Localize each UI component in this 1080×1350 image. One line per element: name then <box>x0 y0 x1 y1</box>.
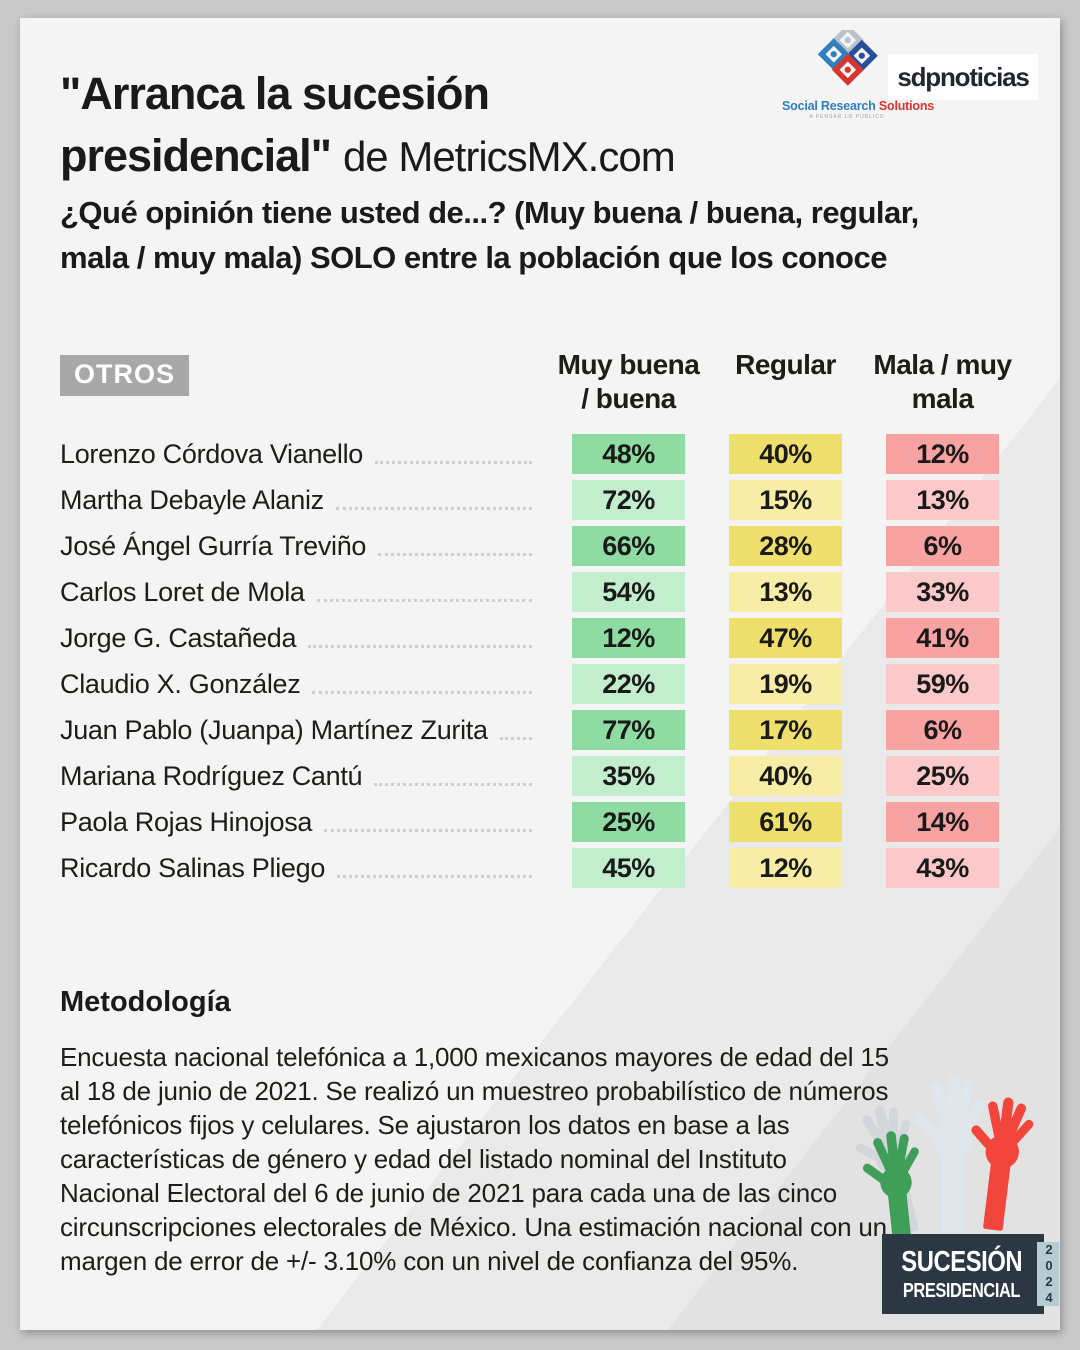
sucesion-presidencial-badge: SUCESIÓN PRESIDENCIAL 2024 <box>882 1234 1060 1314</box>
table-row: José Ángel Gurría Treviño 66% 28% 6% <box>20 523 1021 569</box>
table-row: Lorenzo Córdova Vianello 48% 40% 12% <box>20 431 1021 477</box>
cell-regular: 40% <box>729 434 842 474</box>
badge-line1: SUCESIÓN <box>901 1245 1023 1278</box>
cell-regular: 13% <box>729 572 842 612</box>
badge-line2: PRESIDENCIAL <box>903 1279 1021 1302</box>
dotted-leader <box>316 599 532 602</box>
srs-logo: Social Research Solutions A PENSAR LO PÚ… <box>782 24 934 120</box>
cell-regular: 47% <box>729 618 842 658</box>
cell-muy-buena: 54% <box>572 572 685 612</box>
cell-regular: 15% <box>729 480 842 520</box>
cell-muy-buena: 35% <box>572 756 685 796</box>
person-name: Ricardo Salinas Pliego <box>60 852 326 883</box>
cell-mala: 59% <box>886 664 999 704</box>
person-name: Juan Pablo (Juanpa) Martínez Zurita <box>60 714 488 745</box>
srs-logo-name: Social Research Solutions <box>782 99 934 113</box>
cell-mala: 14% <box>886 802 999 842</box>
table-row: Carlos Loret de Mola 54% 13% 33% <box>20 569 1021 615</box>
opinion-table: Lorenzo Córdova Vianello 48% 40% 12% Mar… <box>20 431 1021 891</box>
table-row: Claudio X. González 22% 19% 59% <box>20 661 1021 707</box>
cell-mala: 33% <box>886 572 999 612</box>
title-quote-line2: presidencial" <box>60 130 332 182</box>
dotted-leader <box>378 553 532 556</box>
cell-muy-buena: 72% <box>572 480 685 520</box>
cell-regular: 40% <box>729 756 842 796</box>
cell-mala: 43% <box>886 848 999 888</box>
dotted-leader <box>335 507 532 510</box>
cell-muy-buena: 12% <box>572 618 685 658</box>
column-header-muy-buena: Muy buena / buena <box>557 349 700 414</box>
srs-name-blue: Social Research <box>782 99 876 113</box>
survey-question: ¿Qué opinión tiene usted de...? (Muy bue… <box>60 195 919 275</box>
cell-mala: 13% <box>886 480 999 520</box>
column-header-mala: Mala / muy mala <box>873 349 1012 414</box>
srs-name-red: Solutions <box>878 99 935 113</box>
cell-regular: 17% <box>729 710 842 750</box>
title-source: de MetricsMX.com <box>342 133 676 181</box>
person-name: Jorge G. Castañeda <box>60 622 297 653</box>
methodology-text: Encuesta nacional telefónica a 1,000 mex… <box>60 1042 889 1276</box>
table-row: Jorge G. Castañeda 12% 47% 41% <box>20 615 1021 661</box>
dotted-leader <box>499 737 532 740</box>
cell-regular: 28% <box>729 526 842 566</box>
cell-mala: 12% <box>886 434 999 474</box>
cell-muy-buena: 66% <box>572 526 685 566</box>
page-title: "Arranca la sucesión presidencial" de Met… <box>60 65 676 189</box>
dotted-leader <box>308 645 532 648</box>
cell-regular: 12% <box>729 848 842 888</box>
cell-regular: 19% <box>729 664 842 704</box>
table-row: Juan Pablo (Juanpa) Martínez Zurita 77% … <box>20 707 1021 753</box>
cell-mala: 41% <box>886 618 999 658</box>
badge-year-strip: 2024 <box>1037 1242 1060 1306</box>
srs-logo-icon <box>817 24 878 86</box>
table-row: Martha Debayle Alaniz 72% 15% 13% <box>20 477 1021 523</box>
sdpnoticias-logo: sdpnoticias <box>888 54 1038 100</box>
sdpnoticias-wordmark: sdpnoticias <box>897 61 1029 92</box>
dotted-leader <box>312 691 532 694</box>
column-header-regular: Regular <box>735 349 836 380</box>
table-row: Mariana Rodríguez Cantú 35% 40% 25% <box>20 753 1021 799</box>
poster-card: "Arranca la sucesión presidencial" de Met… <box>20 18 1060 1330</box>
cell-muy-buena: 48% <box>572 434 685 474</box>
person-name: Claudio X. González <box>60 668 301 699</box>
cell-muy-buena: 22% <box>572 664 685 704</box>
person-name: Carlos Loret de Mola <box>60 576 305 607</box>
dotted-leader <box>337 875 532 878</box>
badge-year: 2024 <box>1041 1242 1057 1306</box>
methodology-heading: Metodología <box>60 986 231 1018</box>
cell-muy-buena: 45% <box>572 848 685 888</box>
person-name: José Ángel Gurría Treviño <box>60 530 367 561</box>
table-column-headers: Muy buena / buena Regular Mala / muy mal… <box>20 348 1021 416</box>
cell-mala: 25% <box>886 756 999 796</box>
person-name: Lorenzo Córdova Vianello <box>60 438 364 469</box>
cell-regular: 61% <box>729 802 842 842</box>
badge-text: SUCESIÓN PRESIDENCIAL <box>888 1240 1035 1308</box>
person-name: Martha Debayle Alaniz <box>60 484 324 515</box>
cell-mala: 6% <box>886 710 999 750</box>
person-name: Mariana Rodríguez Cantú <box>60 760 363 791</box>
srs-tagline: A PENSAR LO PÚBLICO <box>809 114 885 120</box>
table-row: Ricardo Salinas Pliego 45% 12% 43% <box>20 845 1021 891</box>
title-quote-line1: "Arranca la sucesión <box>60 68 490 120</box>
hand-pale-icon <box>919 1082 980 1232</box>
cell-muy-buena: 77% <box>572 710 685 750</box>
table-row: Paola Rojas Hinojosa 25% 61% 14% <box>20 799 1021 845</box>
dotted-leader <box>324 829 532 832</box>
dotted-leader <box>375 461 532 464</box>
person-name: Paola Rojas Hinojosa <box>60 806 313 837</box>
cell-mala: 6% <box>886 526 999 566</box>
cell-muy-buena: 25% <box>572 802 685 842</box>
dotted-leader <box>374 783 532 786</box>
group-label-badge: OTROS <box>60 355 190 396</box>
